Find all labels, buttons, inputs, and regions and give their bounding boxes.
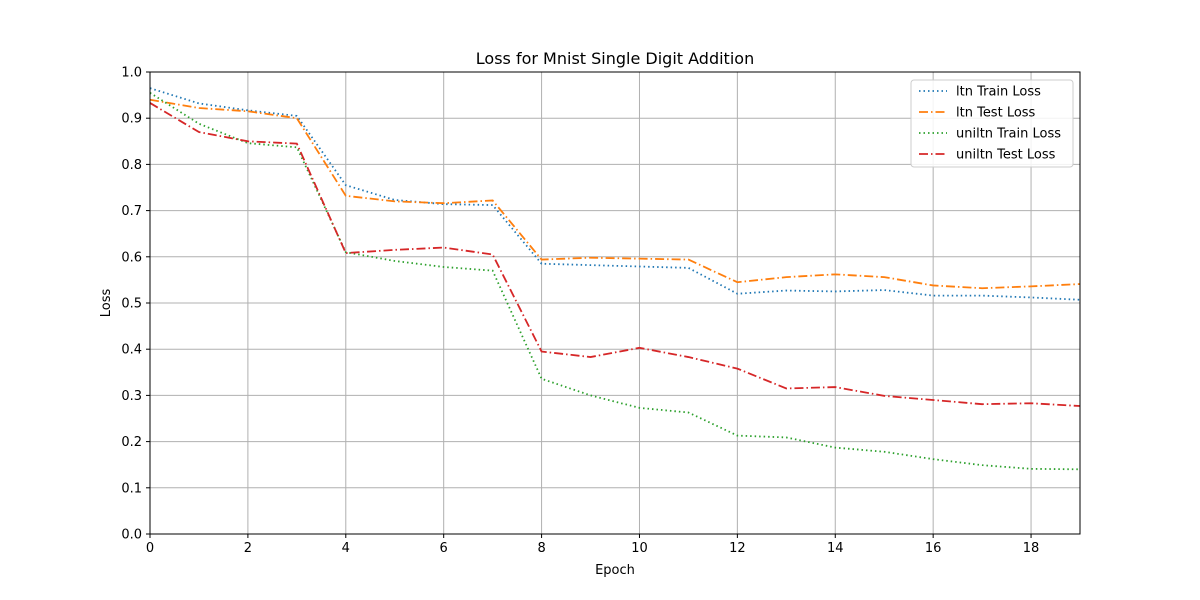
- legend-label: uniltn Train Loss: [956, 127, 1061, 142]
- y-tick-label: 0.1: [121, 481, 142, 496]
- x-tick-label: 8: [537, 541, 545, 556]
- x-tick-label: 14: [827, 541, 844, 556]
- y-tick-label: 0.0: [121, 528, 142, 543]
- legend-label: uniltn Test Loss: [956, 148, 1056, 163]
- legend: ltn Train Loss ltn Test Loss uniltn Train …: [910, 79, 1074, 168]
- y-axis-ticks: 0.0 0.1 0.2 0.3 0.4 0.5 0.6 0.7 0.8 0.9 1.0: [121, 66, 150, 543]
- x-tick-label: 2: [244, 541, 252, 556]
- series-line-4: [149, 102, 1081, 407]
- series-line-1: [149, 87, 1081, 301]
- x-tick-label: 12: [729, 541, 746, 556]
- legend-label: ltn Test Loss: [956, 106, 1036, 121]
- series-line-3: [149, 92, 1081, 471]
- x-axis-ticks: 0 2 4 6 8 10 12 14 16 18: [146, 534, 1039, 556]
- x-axis-label: Epoch: [595, 563, 635, 578]
- y-axis-label: Loss: [99, 289, 114, 318]
- y-tick-label: 0.9: [121, 112, 142, 127]
- y-tick-label: 0.3: [121, 389, 142, 404]
- y-tick-label: 0.6: [121, 250, 142, 265]
- series-layer: [149, 87, 1081, 471]
- chart-title: Loss for Mnist Single Digit Addition: [476, 49, 754, 68]
- y-tick-label: 0.4: [121, 343, 142, 358]
- x-tick-label: 16: [925, 541, 942, 556]
- x-tick-label: 6: [440, 541, 448, 556]
- x-tick-label: 10: [631, 541, 648, 556]
- x-tick-label: 4: [342, 541, 350, 556]
- x-tick-label: 0: [146, 541, 154, 556]
- y-tick-label: 0.7: [121, 204, 142, 219]
- y-tick-label: 1.0: [121, 66, 142, 81]
- legend-box: [910, 79, 1074, 168]
- y-tick-label: 0.2: [121, 435, 142, 450]
- x-tick-label: 18: [1023, 541, 1040, 556]
- legend-label: ltn Train Loss: [956, 85, 1041, 100]
- y-tick-label: 0.5: [121, 297, 142, 312]
- y-tick-label: 0.8: [121, 158, 142, 173]
